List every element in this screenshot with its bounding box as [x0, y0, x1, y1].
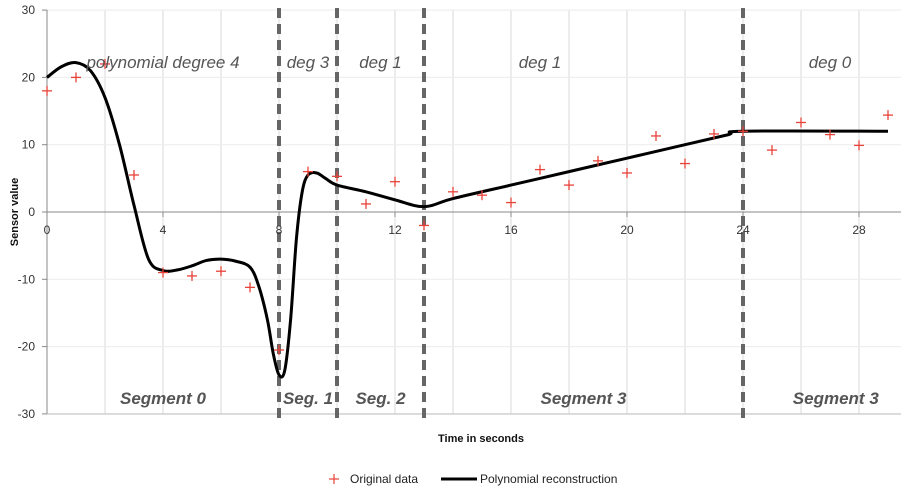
data-point — [332, 171, 342, 182]
data-point — [506, 197, 516, 208]
segment-labels: Segment 0 Seg. 1 Seg. 2 Segment 3 Segment 3 — [120, 389, 879, 408]
tick-labels: -30 -20 -10 0 10 20 30 0 4 8 12 16 20 24 28 — [18, 3, 866, 421]
degree-annotations: polynomial degree 4 deg 3 deg 1 deg 1 deg 0 — [85, 53, 851, 72]
y-tick-label: 10 — [22, 138, 36, 152]
y-tick-label: 20 — [22, 70, 36, 84]
data-point — [738, 126, 748, 137]
data-point — [419, 220, 429, 231]
data-point — [709, 128, 719, 139]
data-point — [274, 344, 284, 355]
data-point — [767, 145, 777, 156]
segment-label: Seg. 1 — [283, 389, 333, 408]
data-point — [100, 58, 110, 69]
data-point — [622, 167, 632, 178]
segment-label: Segment 3 — [793, 389, 880, 408]
data-point — [854, 140, 864, 151]
degree-annotation: deg 0 — [809, 53, 852, 72]
data-point — [477, 190, 487, 201]
x-tick-label: 0 — [44, 223, 51, 237]
data-point — [390, 176, 400, 187]
data-point — [42, 85, 52, 96]
y-tick-label: 30 — [22, 3, 36, 17]
data-point — [593, 155, 603, 166]
data-point — [825, 129, 835, 140]
y-tick-label: 0 — [28, 205, 35, 219]
x-axis-title: Time in seconds — [438, 433, 524, 445]
data-point — [245, 282, 255, 293]
data-point — [448, 186, 458, 197]
legend-marker-original-data — [329, 474, 339, 484]
data-point — [158, 267, 168, 278]
data-point — [361, 198, 371, 209]
data-point — [216, 266, 226, 277]
x-tick-label: 24 — [736, 223, 750, 237]
data-point — [187, 270, 197, 281]
y-tick-label: -20 — [18, 340, 36, 354]
data-point — [651, 130, 661, 141]
data-point — [796, 117, 806, 128]
degree-annotation: polynomial degree 4 — [85, 53, 239, 72]
x-tick-label: 28 — [852, 223, 866, 237]
y-tick-label: -30 — [18, 407, 36, 421]
degree-annotation: deg 1 — [359, 53, 402, 72]
data-point — [564, 180, 574, 191]
data-point — [303, 166, 313, 177]
reconstruction-line-series — [46, 60, 889, 379]
data-point — [883, 110, 893, 121]
x-tick-label: 12 — [388, 223, 402, 237]
data-point — [535, 164, 545, 175]
x-tick-label: 8 — [276, 223, 283, 237]
x-tick-label: 4 — [160, 223, 167, 237]
data-point — [680, 158, 690, 169]
y-axis-title: Sensor value — [9, 178, 21, 246]
segment-label: Segment 3 — [541, 389, 628, 408]
segment-label: Seg. 2 — [355, 389, 406, 408]
original-data-series — [42, 58, 893, 355]
degree-annotation: deg 1 — [519, 53, 562, 72]
x-tick-label: 20 — [620, 223, 634, 237]
segment-label: Segment 0 — [120, 389, 207, 408]
legend-label-original-data: Original data — [350, 472, 418, 486]
degree-annotation: deg 3 — [287, 53, 330, 72]
data-point — [71, 72, 81, 83]
y-tick-label: -10 — [18, 272, 36, 286]
legend-label-reconstruction: Polynomial reconstruction — [480, 472, 617, 486]
data-point — [129, 169, 139, 180]
reconstruction-line — [46, 60, 889, 379]
legend: Original data Polynomial reconstruction — [329, 472, 617, 486]
x-tick-label: 16 — [504, 223, 518, 237]
